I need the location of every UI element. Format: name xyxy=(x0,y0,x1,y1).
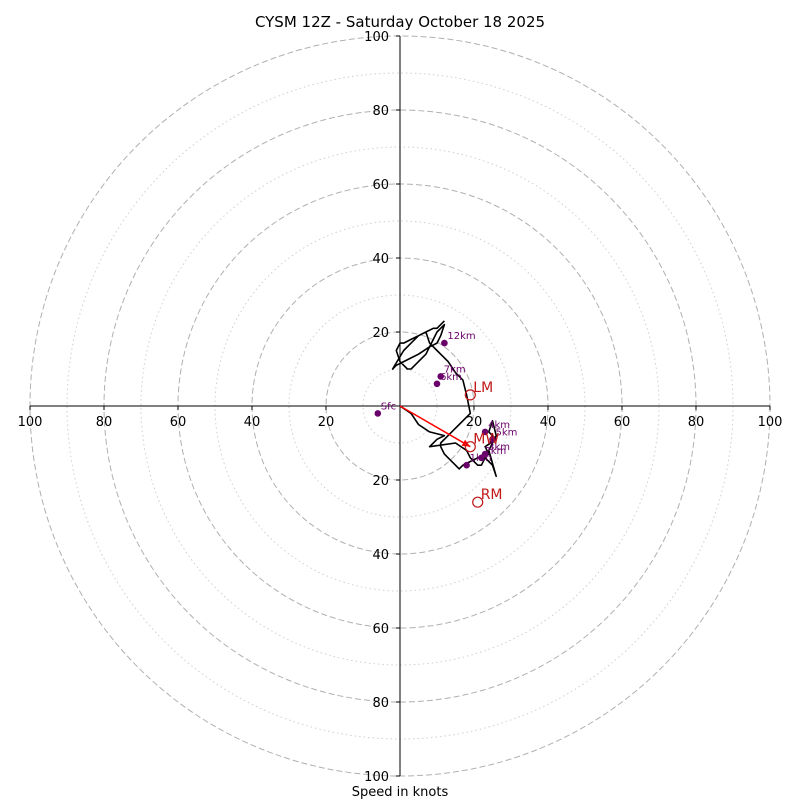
x-tick-label: 80 xyxy=(688,415,705,430)
tick-labels: 100 80 60 40 20 20 40 60 80 100 20 40 60 80 100 20 40 60 8… xyxy=(18,30,783,785)
y-tick-label: 60 xyxy=(372,178,389,193)
height-label-2km: 2km xyxy=(484,446,506,457)
height-marker-3km xyxy=(481,450,489,458)
x-tick-label: 80 xyxy=(96,415,113,430)
height-marker-5km xyxy=(489,436,496,443)
y-tick-label: 80 xyxy=(372,696,389,711)
y-tick-label: 20 xyxy=(372,326,389,341)
height-marker-6km xyxy=(433,380,441,388)
x-tick-label: 100 xyxy=(758,415,783,430)
chart-title: CYSM 12Z - Saturday October 18 2025 xyxy=(255,13,545,31)
height-marker-1km xyxy=(463,461,470,469)
storm-motion-markers: LM MW RM xyxy=(464,380,503,508)
x-tick-label: 40 xyxy=(244,415,261,430)
storm-motion-label-LM: LM xyxy=(473,380,493,396)
storm-motion-label-MW: MW xyxy=(473,432,499,448)
x-tick-label: 20 xyxy=(318,415,335,430)
y-tick-label: 100 xyxy=(364,30,389,45)
height-label-6km: 6km xyxy=(440,372,462,383)
x-tick-label: 20 xyxy=(466,415,483,430)
height-label-7km: 7km xyxy=(444,364,466,375)
storm-motion-vector xyxy=(399,405,471,448)
x-tick-label: 100 xyxy=(18,415,43,430)
height-label-3km: 3km xyxy=(488,442,510,453)
y-tick-label: 40 xyxy=(372,548,389,563)
x-tick-label: 40 xyxy=(540,415,557,430)
x-tick-label: 60 xyxy=(170,415,187,430)
storm-motion-marker-MW xyxy=(464,441,476,453)
hodograph-trace-group xyxy=(391,320,498,478)
height-label-4km: 4km xyxy=(488,420,510,431)
height-markers: Sfc1km2km3km4km5km6km7km12km xyxy=(374,331,518,469)
storm-motion-label-RM: RM xyxy=(481,487,503,503)
x-axis-label: Speed in knots xyxy=(352,785,449,800)
y-tick-label: 60 xyxy=(372,622,389,637)
height-marker-Sfc xyxy=(374,410,382,417)
y-tick-label: 100 xyxy=(364,770,389,785)
height-label-Sfc: Sfc xyxy=(381,401,396,412)
storm-motion-marker-LM xyxy=(464,389,476,401)
x-tick-label: 60 xyxy=(614,415,631,430)
storm-motion-marker-RM xyxy=(472,496,484,508)
y-tick-label: 80 xyxy=(372,104,389,119)
height-label-5km: 5km xyxy=(496,427,518,438)
y-tick-label: 40 xyxy=(372,252,389,267)
height-marker-4km xyxy=(481,428,489,436)
height-marker-12km xyxy=(441,339,448,347)
hodograph-line xyxy=(391,320,498,478)
height-marker-7km xyxy=(437,373,445,380)
y-tick-label: 20 xyxy=(372,474,389,489)
height-label-12km: 12km xyxy=(447,331,475,342)
